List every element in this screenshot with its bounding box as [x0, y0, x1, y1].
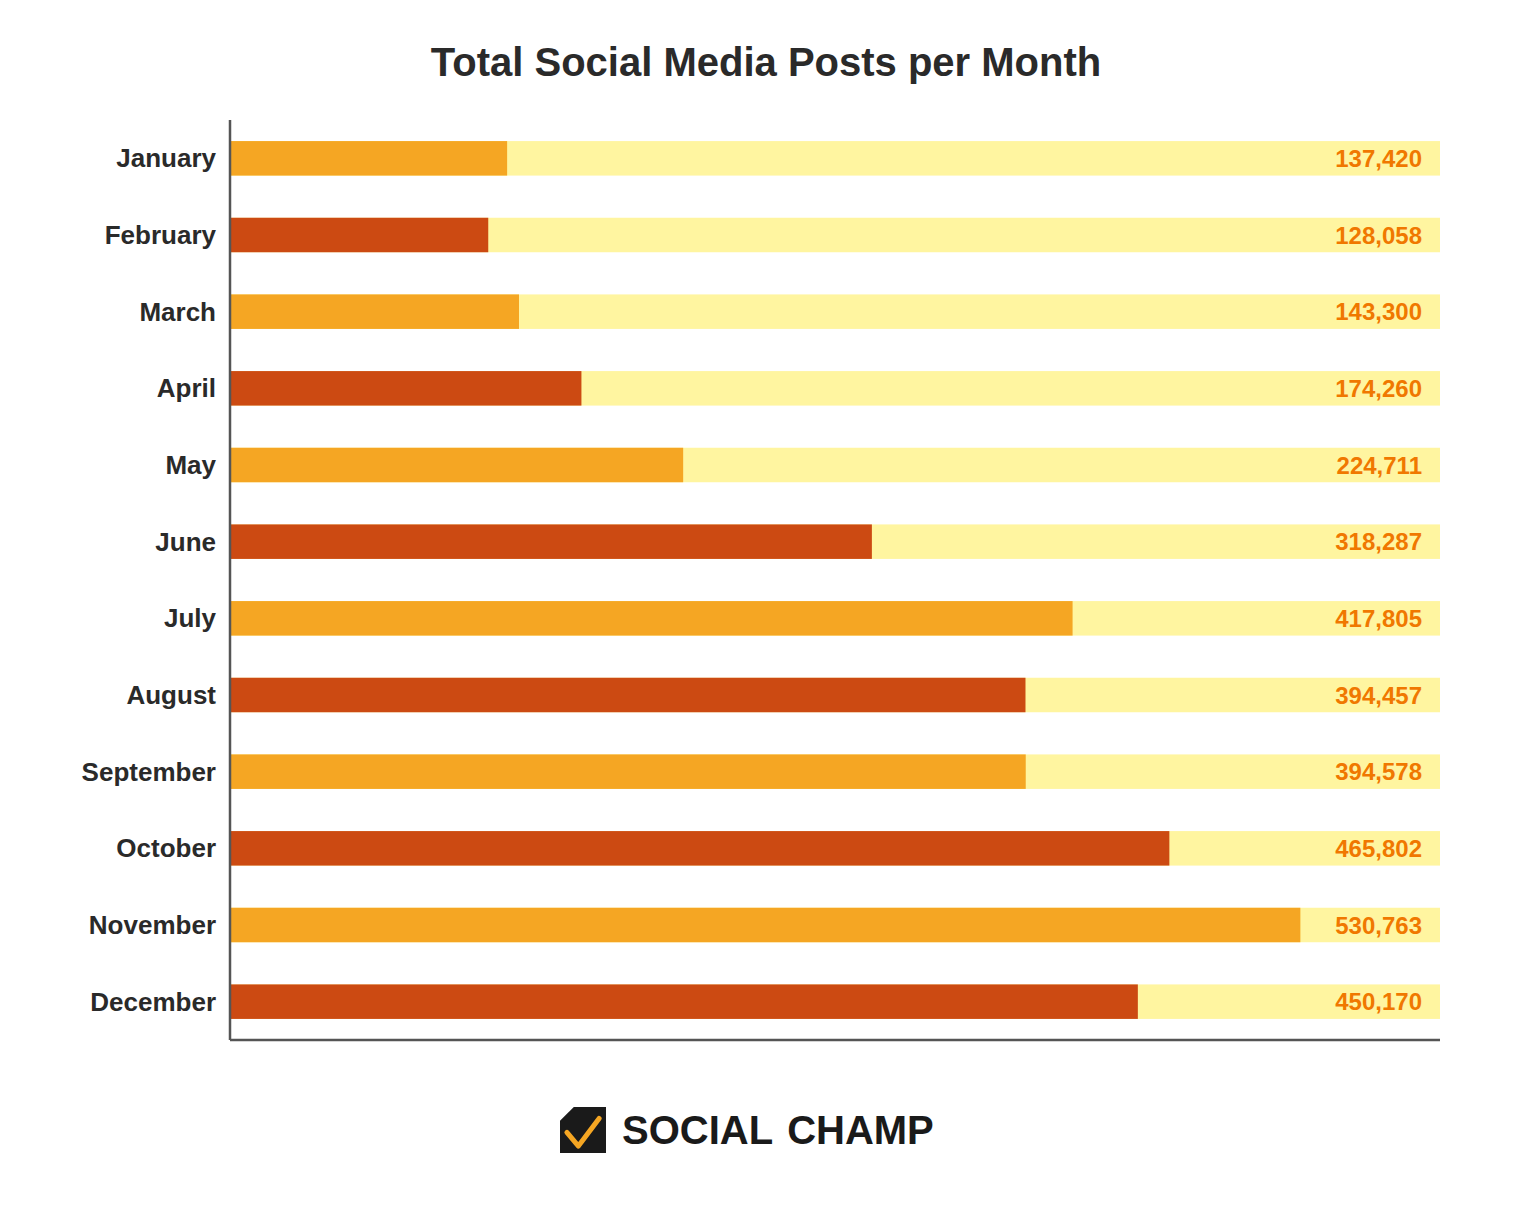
bar: [230, 831, 1169, 866]
background-bar: [230, 294, 1440, 329]
background-bar: [230, 448, 1440, 483]
tick-label: October: [116, 833, 216, 863]
background-bar: [230, 908, 1440, 943]
background-bar: [230, 371, 1440, 406]
tick-label: March: [139, 297, 216, 327]
tick-label: August: [126, 680, 216, 710]
data-label: 174,260: [1335, 375, 1422, 402]
data-label: 394,457: [1335, 682, 1422, 709]
data-label: 450,170: [1335, 988, 1422, 1015]
tick-label: November: [89, 910, 216, 940]
tick-label: July: [164, 603, 217, 633]
background-bar: [230, 984, 1440, 1019]
background-bar: [230, 678, 1440, 713]
tick-label: September: [82, 757, 216, 787]
bar: [230, 448, 683, 483]
tick-label: June: [155, 527, 216, 557]
bar: [230, 141, 507, 176]
background-bar: [230, 831, 1440, 866]
bar: [230, 984, 1138, 1019]
tick-label: February: [105, 220, 217, 250]
logo-box: [560, 1107, 606, 1153]
data-label: 465,802: [1335, 835, 1422, 862]
bar: [230, 678, 1025, 713]
plot-area: [230, 141, 1440, 1019]
x-axis-line: [230, 1039, 1440, 1042]
logo-check: [567, 1119, 599, 1147]
data-label: 394,578: [1335, 758, 1422, 785]
logo: SOCIAL CHAMP: [560, 1107, 934, 1153]
data-label: 137,420: [1335, 145, 1422, 172]
bar: [230, 754, 1026, 789]
data-label: 417,805: [1335, 605, 1422, 632]
data-label: 224,711: [1337, 452, 1422, 479]
tick-label: December: [90, 987, 216, 1017]
logo-text: SOCIAL CHAMP: [622, 1108, 934, 1152]
data-label: 143,300: [1335, 298, 1422, 325]
tick-label: April: [157, 373, 216, 403]
bar: [230, 294, 519, 329]
bar: [230, 601, 1073, 636]
annotation: SOCIAL: [622, 1108, 773, 1152]
logo-notch: [560, 1107, 574, 1121]
annotation: CHAMP: [787, 1108, 934, 1152]
background-bar: [230, 601, 1440, 636]
data-label: 530,763: [1335, 912, 1422, 939]
bar: [230, 524, 872, 559]
background-bar: [230, 754, 1440, 789]
data-label: 128,058: [1335, 222, 1422, 249]
chart-container: Total Social Media Posts per Month 137,42…: [0, 0, 1532, 1205]
tick-label: May: [165, 450, 216, 480]
bar: [230, 218, 488, 253]
title: Total Social Media Posts per Month: [431, 40, 1101, 84]
background-bar: [230, 141, 1440, 176]
background-bar: [230, 524, 1440, 559]
tick-label: January: [116, 143, 216, 173]
y-axis-line: [229, 120, 232, 1040]
bar: [230, 908, 1300, 943]
chart-svg: Total Social Media Posts per Month 137,42…: [0, 0, 1532, 1205]
background-bar: [230, 218, 1440, 253]
bar: [230, 371, 581, 406]
data-label: 318,287: [1335, 528, 1422, 555]
